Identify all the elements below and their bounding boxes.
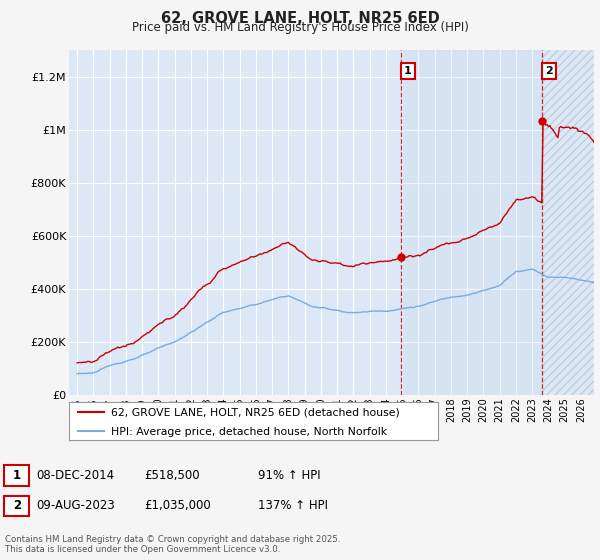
Text: 1: 1: [404, 66, 412, 76]
Text: 62, GROVE LANE, HOLT, NR25 6ED (detached house): 62, GROVE LANE, HOLT, NR25 6ED (detached…: [112, 408, 400, 418]
Text: 2: 2: [13, 499, 21, 512]
Text: Contains HM Land Registry data © Crown copyright and database right 2025.
This d: Contains HM Land Registry data © Crown c…: [5, 535, 340, 554]
Text: 08-DEC-2014: 08-DEC-2014: [36, 469, 114, 482]
Bar: [542, 50, 594, 395]
Text: 2: 2: [545, 66, 553, 76]
Text: HPI: Average price, detached house, North Norfolk: HPI: Average price, detached house, Nort…: [112, 427, 388, 437]
Text: 09-AUG-2023: 09-AUG-2023: [36, 499, 115, 512]
Text: Price paid vs. HM Land Registry's House Price Index (HPI): Price paid vs. HM Land Registry's House …: [131, 21, 469, 34]
Text: £1,035,000: £1,035,000: [144, 499, 211, 512]
Text: £518,500: £518,500: [144, 469, 200, 482]
Text: 1: 1: [13, 469, 21, 482]
Bar: [401, 50, 542, 395]
Text: 91% ↑ HPI: 91% ↑ HPI: [258, 469, 320, 482]
Text: 137% ↑ HPI: 137% ↑ HPI: [258, 499, 328, 512]
Text: 62, GROVE LANE, HOLT, NR25 6ED: 62, GROVE LANE, HOLT, NR25 6ED: [161, 11, 439, 26]
